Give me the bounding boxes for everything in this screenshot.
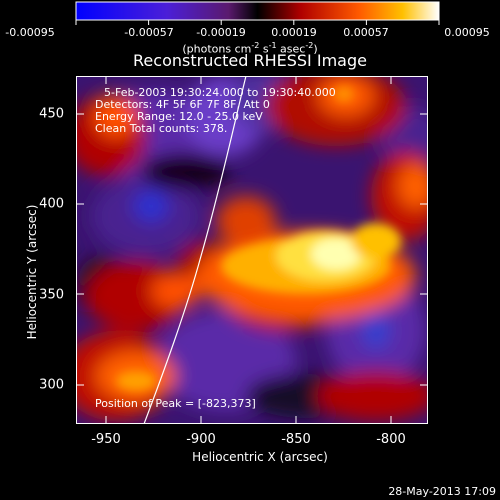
colorbar-tick-label: -0.00019 xyxy=(196,26,246,39)
x-tick-label: -800 xyxy=(376,432,406,447)
colorbar-tick-label: 0.00019 xyxy=(271,26,317,39)
plot-title: Reconstructed RHESSI Image xyxy=(133,51,367,70)
colorbar-tick-label: -0.00057 xyxy=(124,26,174,39)
x-tick-label: -950 xyxy=(91,432,121,447)
y-tick-label: 300 xyxy=(39,377,64,393)
energy-range-label: Energy Range: 12.0 - 25.0 keV xyxy=(95,110,263,123)
x-axis-label: Heliocentric X (arcsec) xyxy=(192,450,328,464)
rhessi-image xyxy=(76,76,428,424)
time-range-label: 5-Feb-2003 19:30:24.000 to 19:30:40.000 xyxy=(104,86,336,99)
y-axis-label: Heliocentric Y (arcsec) xyxy=(25,204,39,340)
colorbar-tick-label: 0.00095 xyxy=(444,26,490,39)
x-tick-label: -850 xyxy=(281,432,311,447)
x-tick-label: -900 xyxy=(186,432,216,447)
colorbar-tick-label: 0.00057 xyxy=(343,26,389,39)
y-tick-label: 350 xyxy=(39,287,64,303)
colorbar xyxy=(75,1,440,25)
colorbar-units: (photons cm-2 s-1 asec-2) xyxy=(182,41,318,56)
footer-timestamp: 28-May-2013 17:09 xyxy=(388,485,496,498)
method-counts-label: Clean Total counts: 378. xyxy=(95,122,228,135)
colorbar-tick-label: -0.00095 xyxy=(5,26,55,39)
peak-position-label: Position of Peak = [-823,373] xyxy=(95,397,256,410)
solar-limb-line xyxy=(143,76,247,424)
y-tick-label: 400 xyxy=(39,196,64,212)
y-tick-label: 450 xyxy=(39,106,64,122)
detectors-label: Detectors: 4F 5F 6F 7F 8F, Att 0 xyxy=(95,98,270,111)
